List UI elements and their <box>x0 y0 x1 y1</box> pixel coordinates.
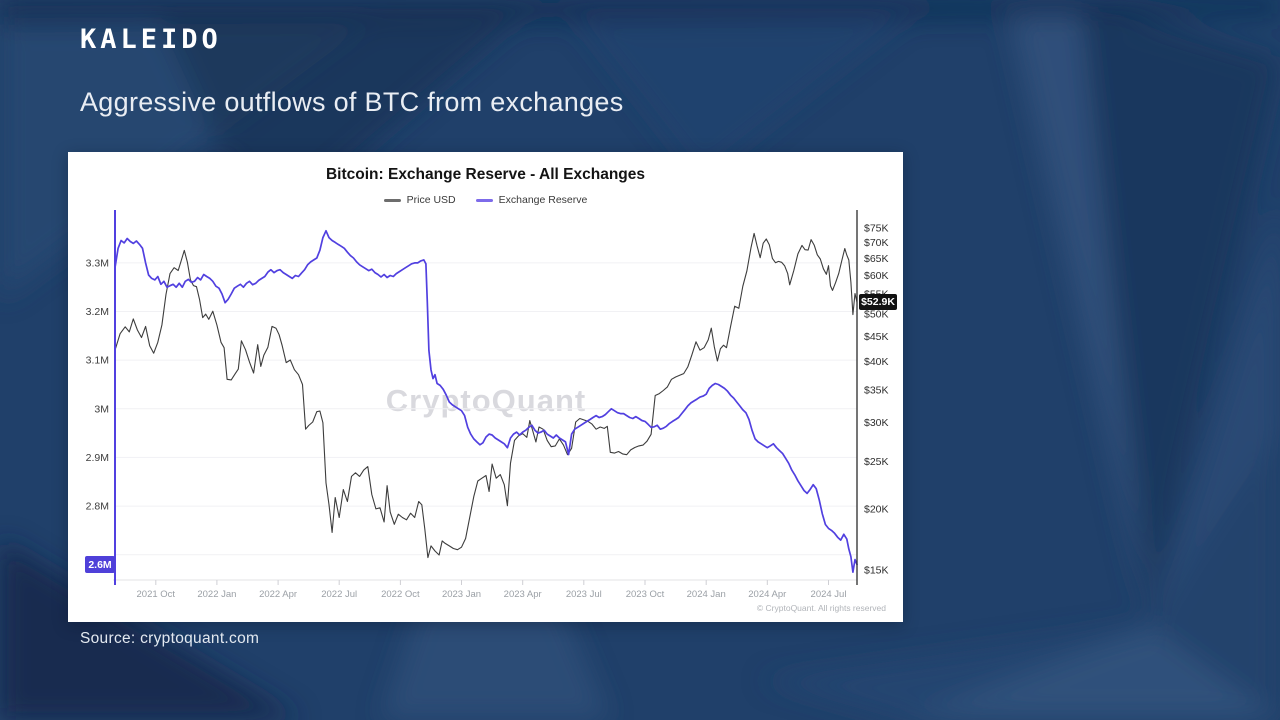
legend-item-price: Price USD <box>383 194 456 206</box>
chart-title: Bitcoin: Exchange Reserve - All Exchange… <box>325 166 645 183</box>
cryptoquant-watermark: CryptoQuant <box>385 383 587 418</box>
right-tick-label: $50K <box>864 309 889 321</box>
legend-label-price: Price USD <box>406 194 456 206</box>
price-last-value-badge: $52.9K <box>859 294 897 310</box>
series-left <box>114 229 858 574</box>
x-tick-label: 2024 Apr <box>748 589 786 600</box>
chart-plot: 2021 Oct 2022 Jan 2022 Apr 2022 Jul 2022 Oct… <box>86 210 889 600</box>
legend-item-reserve: Exchange Reserve <box>475 194 588 206</box>
x-tick-label: 2022 Apr <box>259 589 297 600</box>
legend-label-reserve: Exchange Reserve <box>498 194 588 206</box>
left-tick-label: 2.9M <box>86 452 109 464</box>
right-tick-label: $35K <box>864 384 889 396</box>
x-tick-label: 2023 Jan <box>442 589 481 600</box>
x-tick-label: 2023 Oct <box>626 589 665 600</box>
left-tick-label: 3.3M <box>86 257 109 269</box>
source-note: Source: cryptoquant.com <box>80 630 260 647</box>
right-tick-label: $45K <box>864 331 889 343</box>
chart-card: CryptoQuant 2021 Oct 2022 Jan 2022 Apr 2022… <box>68 152 903 622</box>
right-tick-label: $20K <box>864 503 889 515</box>
reserve-last-value-badge: 2.6M <box>85 556 115 573</box>
x-tick-label: 2022 Oct <box>381 589 420 600</box>
right-tick-label: $15K <box>864 565 889 577</box>
right-tick-label: $60K <box>864 270 889 282</box>
price-line-swatch-icon <box>383 198 401 202</box>
right-tick-label: $70K <box>864 237 889 249</box>
left-tick-label: 3.1M <box>86 355 109 367</box>
x-tick-label: 2023 Apr <box>504 589 542 600</box>
x-tick-label: 2022 Jul <box>321 589 357 600</box>
x-tick-label: 2023 Jul <box>566 589 602 600</box>
axes: 2021 Oct 2022 Jan 2022 Apr 2022 Jul 2022 Oct… <box>86 210 889 600</box>
x-tick-label: 2021 Oct <box>137 589 176 600</box>
chart-legend: Price USD Exchange Reserve <box>68 194 903 206</box>
slide-title: Aggressive outflows of BTC from exchange… <box>80 87 624 117</box>
reserve-line-swatch-icon <box>475 198 493 202</box>
kaleido-logo: KALEIDO <box>80 24 222 55</box>
right-tick-label: $65K <box>864 253 889 265</box>
gridlines <box>115 262 857 556</box>
left-tick-label: 3.2M <box>86 306 109 318</box>
right-tick-label: $30K <box>864 417 889 429</box>
copyright-note: © CryptoQuant. All rights reserved <box>756 603 886 613</box>
left-tick-label: 2.8M <box>86 501 109 513</box>
x-tick-label: 2024 Jan <box>687 589 726 600</box>
x-tick-label: 2022 Jan <box>197 589 236 600</box>
right-tick-label: $75K <box>864 223 889 235</box>
right-tick-label: $25K <box>864 456 889 468</box>
right-tick-label: $40K <box>864 356 889 368</box>
series-right <box>114 232 858 559</box>
left-tick-label: 3M <box>94 403 109 415</box>
series-lines <box>114 229 858 574</box>
x-tick-label: 2024 Jul <box>811 589 847 600</box>
